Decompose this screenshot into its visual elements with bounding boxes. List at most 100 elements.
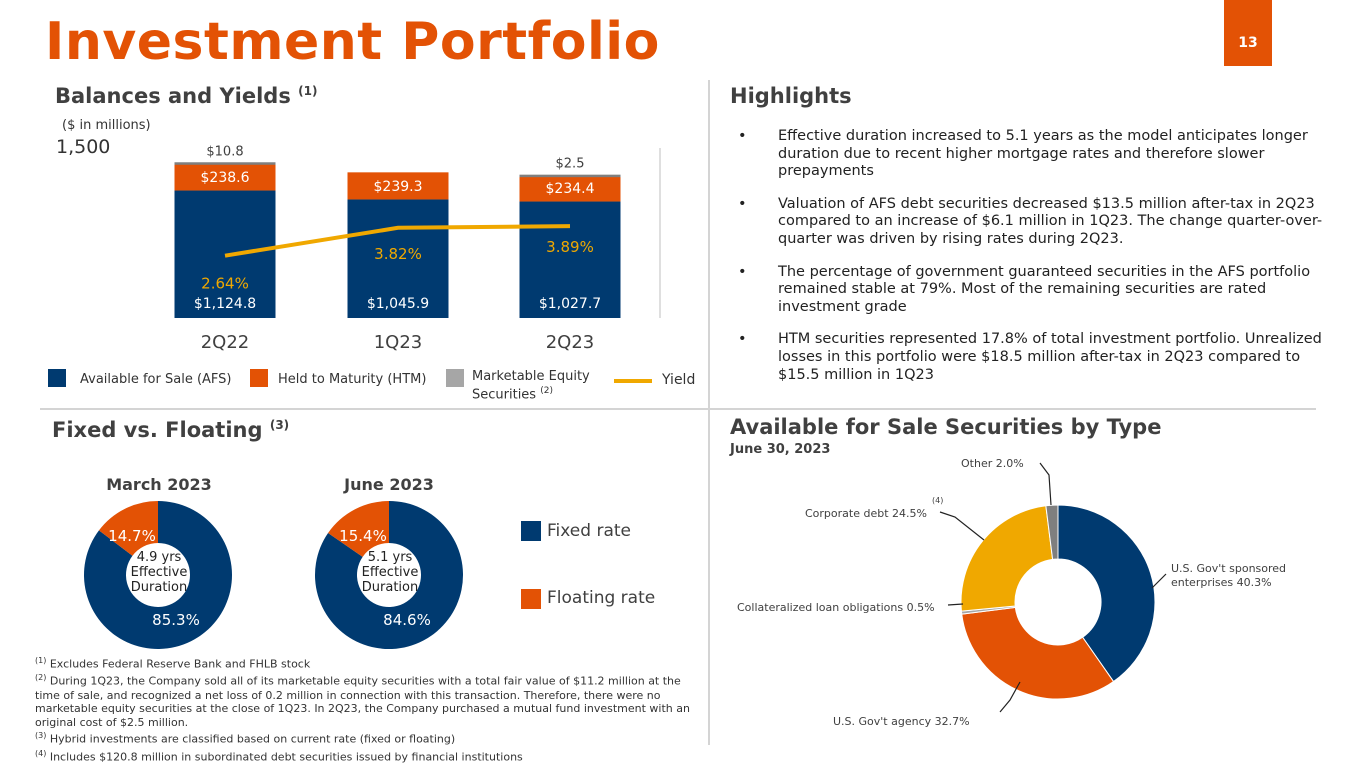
legend-equity-line2: Securities (2) (472, 384, 590, 402)
afs-value-label: $1,045.9 (367, 296, 429, 312)
march-duration-label: 4.9 yrs Effective Duration (119, 550, 199, 595)
march-duration-value: 4.9 yrs (136, 550, 182, 565)
label-gse-line1: U.S. Gov't sponsored (1171, 562, 1287, 575)
bar-htm-2q22 (174, 163, 276, 191)
bar-equity-2q23 (519, 174, 621, 178)
june-fixed-slice (315, 501, 464, 649)
afs-slice-agency (961, 606, 1115, 700)
leader-clo (947, 603, 964, 606)
bar-afs-2q23 (519, 201, 621, 318)
legend-swatch-equity (446, 369, 464, 387)
highlight-bullet: • HTM securities represented 17.8% of tot… (738, 331, 1328, 384)
bullet-dot: • (738, 128, 747, 144)
legend-swatch-afs (48, 369, 66, 387)
bar-equity-2q22 (174, 162, 276, 165)
equity-value-label: $10.8 (206, 144, 243, 159)
legend-label-equity: Marketable Equity Securities (2) (472, 369, 590, 402)
footnote: (1) Excludes Federal Reserve Bank and FH… (35, 654, 695, 671)
vertical-divider (708, 80, 710, 745)
horizontal-divider (40, 408, 1316, 410)
june-duration-label: 5.1 yrs Effective Duration (350, 550, 430, 595)
highlight-bullet: • The percentage of government guaranteed… (738, 264, 1328, 317)
march-fixed-label: 85.3% (152, 611, 200, 629)
legend-label-afs: Available for Sale (AFS) (80, 372, 232, 387)
label-gse-line2: enterprises 40.3% (1171, 576, 1272, 589)
leader-other (1039, 462, 1052, 506)
afs-value-label: $1,027.7 (539, 296, 601, 312)
label-agency: U.S. Gov't agency 32.7% (833, 715, 970, 728)
highlight-bullet: • Valuation of AFS debt securities decrea… (738, 196, 1328, 249)
bullet-dot: • (738, 195, 747, 212)
label-other: Other 2.0% (961, 457, 1024, 470)
footnote-text: Includes $120.8 million in subordinated … (49, 750, 523, 764)
afs-slice-corporate (960, 505, 1054, 612)
page-title: Investment Portfolio (45, 12, 660, 72)
june-fixed-label: 84.6% (383, 611, 431, 629)
footnote-marker: (1) (35, 656, 47, 665)
x-tick-label: 2Q22 (201, 332, 250, 353)
label-gse: U.S. Gov't sponsored enterprises 40.3% (1171, 562, 1286, 590)
afs-type-date: June 30, 2023 (730, 442, 831, 457)
leader-corporate (939, 511, 985, 541)
bullet-dot: • (738, 263, 747, 280)
legend-swatch-htm (250, 369, 268, 387)
bullet-dot: • (738, 331, 747, 348)
legend-label-yield: Yield (662, 372, 696, 388)
htm-value-label: $238.6 (201, 170, 250, 186)
balances-yield-chart: $1,124.8 $238.6 $10.8 2Q22 $1,045.9 $239.3 1Q2… (174, 144, 661, 353)
march-floating-label: 14.7% (108, 527, 156, 545)
afs-slice-other (1045, 504, 1059, 560)
highlight-text: Valuation of AFS debt securities decreas… (778, 195, 1323, 247)
legend-equity-footnote: (2) (540, 386, 553, 396)
footnotes: (1) Excludes Federal Reserve Bank and FH… (35, 654, 695, 764)
fixed-floating-title: Fixed vs. Floating (3) (52, 418, 289, 442)
yield-value-label: 3.82% (374, 245, 422, 263)
bar-htm-2q23 (519, 174, 621, 202)
legend-swatch-yield (614, 379, 652, 383)
highlight-text: HTM securities represented 17.8% of tota… (778, 331, 1322, 383)
htm-value-label: $239.3 (374, 179, 423, 195)
leader-gse (1151, 573, 1167, 589)
highlights-list: • Effective duration increased to 5.1 yea… (738, 128, 1328, 399)
june-duration-line2: Effective (361, 565, 419, 580)
units-label: ($ in millions) (62, 118, 151, 133)
fixed-floating-footnote: (3) (269, 418, 290, 432)
balances-section-title: Balances and Yields (1) (55, 84, 317, 108)
htm-value-label: $234.4 (546, 181, 595, 197)
x-tick-label: 2Q23 (546, 332, 595, 353)
footnote-marker: (4) (35, 748, 47, 758)
june-duration-value: 5.1 yrs (367, 550, 413, 565)
x-tick-label: 1Q23 (374, 332, 423, 353)
legend-label-fixed: Fixed rate (547, 521, 631, 541)
march-pie-title: March 2023 (106, 475, 212, 494)
legend-equity-line2-text: Securities (472, 387, 537, 403)
highlight-text: Effective duration increased to 5.1 year… (778, 128, 1308, 180)
june-duration-line3: Duration (361, 580, 419, 595)
label-corporate-footnote: (4) (932, 496, 944, 505)
march-fixed-slice (84, 501, 233, 649)
legend-swatch-floating (521, 589, 541, 609)
bar-afs-1q23 (347, 199, 449, 318)
june-floating-slice (328, 501, 389, 557)
afs-slice-gse (1057, 504, 1156, 683)
fixed-floating-donuts: 85.3% 14.7% 84.6% 15.4% (84, 501, 464, 649)
march-duration-line3: Duration (130, 580, 188, 595)
leader-agency (999, 681, 1021, 713)
yield-value-label: 2.64% (201, 275, 249, 293)
highlight-text: The percentage of government guaranteed … (778, 263, 1311, 315)
bar-htm-1q23 (347, 172, 449, 200)
legend-equity-line1: Marketable Equity (472, 369, 590, 384)
highlight-bullet: • Effective duration increased to 5.1 yea… (738, 128, 1328, 181)
legend-label-htm: Held to Maturity (HTM) (278, 372, 427, 387)
june-floating-label: 15.4% (339, 527, 387, 545)
equity-value-label: $2.5 (556, 157, 585, 172)
footnote: (3) Hybrid investments are classified ba… (35, 729, 695, 746)
yield-line (224, 224, 571, 258)
legend-swatch-fixed (521, 521, 541, 541)
afs-value-label: $1,124.8 (194, 296, 256, 312)
balances-title-footnote: (1) (298, 84, 318, 98)
footnote-marker: (2) (35, 673, 47, 683)
highlights-title: Highlights (730, 84, 852, 108)
label-corporate-debt: Corporate debt 24.5% (805, 507, 927, 520)
